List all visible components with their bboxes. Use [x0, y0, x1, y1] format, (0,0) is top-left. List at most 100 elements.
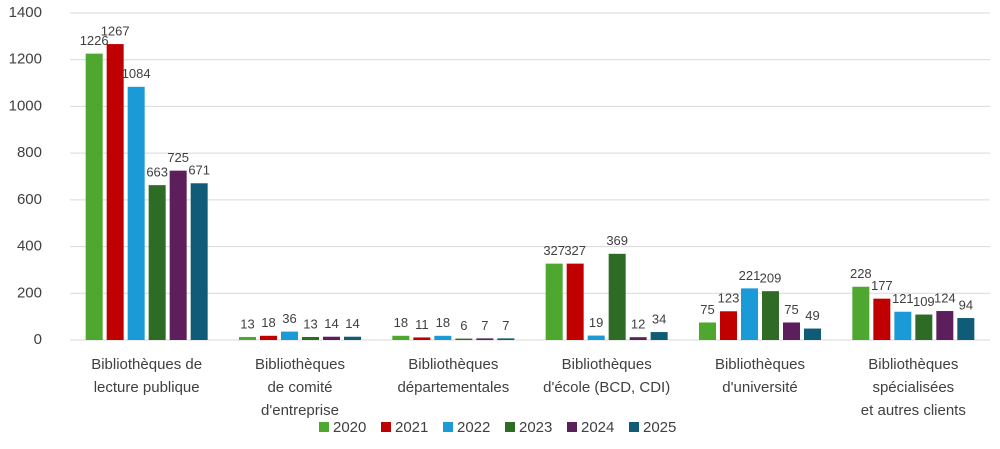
- bar: [650, 332, 668, 340]
- bar: [106, 44, 124, 340]
- x-tick-label: de comité: [267, 379, 332, 396]
- bar: [169, 170, 187, 340]
- bar: [476, 338, 494, 340]
- value-label: 13: [303, 316, 317, 331]
- value-label: 663: [146, 165, 168, 180]
- value-label: 14: [345, 316, 359, 331]
- legend-swatch: [505, 422, 515, 432]
- bar: [344, 336, 361, 340]
- x-tick-label: d'entreprise: [261, 402, 339, 419]
- bar: [936, 311, 954, 340]
- legend-swatch: [443, 422, 453, 432]
- bar: [566, 263, 584, 340]
- y-tick-label: 0: [34, 331, 42, 348]
- y-tick-label: 200: [17, 284, 42, 301]
- x-tick-label: Bibliothèques: [562, 356, 652, 373]
- bar: [281, 331, 298, 340]
- value-label: 36: [282, 311, 296, 326]
- value-label: 13: [240, 316, 254, 331]
- value-label: 124: [934, 290, 956, 305]
- bar: [545, 263, 563, 340]
- bar: [455, 338, 473, 340]
- legend-label: 2021: [395, 419, 428, 436]
- value-label: 177: [871, 278, 893, 293]
- bar: [260, 335, 277, 340]
- bar: [783, 322, 800, 340]
- value-label: 109: [913, 294, 935, 309]
- bar: [608, 253, 626, 340]
- legend-label: 2025: [643, 419, 676, 436]
- value-label: 123: [718, 291, 740, 306]
- value-label: 18: [394, 315, 408, 330]
- legend-swatch: [629, 422, 639, 432]
- value-label: 1226: [80, 33, 109, 48]
- value-label: 327: [564, 243, 586, 258]
- value-label: 1084: [122, 66, 151, 81]
- value-label: 75: [784, 302, 798, 317]
- y-tick-label: 1200: [9, 51, 42, 68]
- bar: [190, 183, 208, 340]
- value-label: 209: [760, 271, 782, 286]
- bar: [915, 314, 933, 340]
- bar: [392, 335, 410, 340]
- bar: [323, 336, 340, 340]
- bar: [762, 291, 779, 340]
- bar: [852, 286, 870, 340]
- x-tick-label: d'université: [722, 379, 797, 396]
- y-tick-label: 1000: [9, 97, 42, 114]
- y-tick-label: 400: [17, 238, 42, 255]
- bar: [85, 53, 103, 341]
- x-tick-label: Bibliothèques de: [91, 356, 202, 373]
- value-label: 19: [589, 315, 603, 330]
- x-tick-label: lecture publique: [94, 379, 200, 396]
- bar: [413, 337, 431, 340]
- value-label: 49: [805, 308, 819, 323]
- x-tick-label: Bibliothèques: [715, 356, 805, 373]
- value-label: 671: [188, 163, 210, 178]
- value-label: 7: [502, 318, 509, 333]
- bar: [699, 322, 716, 340]
- legend-swatch: [319, 422, 329, 432]
- x-tick-label: Bibliothèques: [408, 356, 498, 373]
- value-label: 34: [652, 311, 666, 326]
- bar: [741, 288, 758, 340]
- bar: [587, 335, 605, 340]
- x-tick-label: Bibliothèques: [255, 356, 345, 373]
- legend-label: 2024: [581, 419, 614, 436]
- legend-label: 2020: [333, 419, 366, 436]
- value-label: 75: [700, 302, 714, 317]
- y-tick-label: 800: [17, 144, 42, 161]
- value-label: 94: [959, 297, 973, 312]
- legend-label: 2022: [457, 419, 490, 436]
- x-tick-label: et autres clients: [861, 402, 966, 419]
- value-label: 121: [892, 291, 914, 306]
- value-label: 12: [631, 317, 645, 332]
- bar: [127, 86, 145, 341]
- value-label: 228: [850, 266, 872, 281]
- bar: [629, 337, 647, 340]
- bar: [720, 311, 737, 340]
- legend-label: 2023: [519, 419, 552, 436]
- bar: [873, 298, 891, 340]
- bar: [434, 335, 452, 340]
- value-label: 327: [543, 243, 565, 258]
- x-tick-label: d'école (BCD, CDI): [543, 379, 670, 396]
- value-label: 11: [415, 317, 429, 332]
- value-label: 14: [324, 316, 338, 331]
- value-label: 6: [460, 318, 467, 333]
- bar: [894, 311, 912, 340]
- y-tick-label: 1400: [9, 4, 42, 21]
- value-label: 18: [436, 315, 450, 330]
- bar: [239, 336, 256, 340]
- legend-swatch: [381, 422, 391, 432]
- y-tick-label: 600: [17, 191, 42, 208]
- bar: [497, 338, 515, 340]
- x-tick-label: Bibliothèques: [868, 356, 958, 373]
- value-label: 18: [261, 315, 275, 330]
- value-label: 369: [606, 233, 628, 248]
- x-tick-label: spécialisées: [872, 379, 954, 396]
- bar: [148, 185, 166, 340]
- value-label: 7: [481, 318, 488, 333]
- x-tick-label: départementales: [397, 379, 509, 396]
